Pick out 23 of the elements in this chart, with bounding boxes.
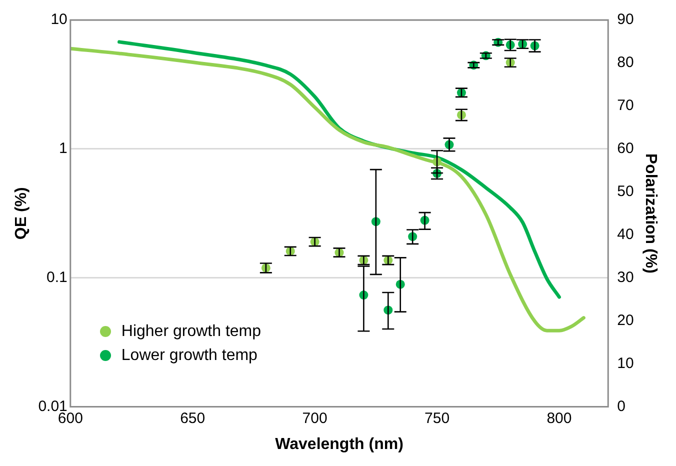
y2-tick-label: 10 xyxy=(617,354,634,372)
y-axis-title: QE (%) xyxy=(13,187,30,240)
y2-tick-label: 40 xyxy=(617,226,634,244)
y2-tick-label: 30 xyxy=(617,269,634,286)
x-tick-label: 650 xyxy=(180,410,206,427)
y-tick-label: 10 xyxy=(50,11,68,28)
x-tick-label: 700 xyxy=(302,410,328,427)
legend-label: Lower growth temp xyxy=(121,346,258,365)
y2-tick-label: 70 xyxy=(617,97,634,114)
y2-axis-title: Polarization (%) xyxy=(642,153,659,274)
x-tick-label: 600 xyxy=(58,410,83,427)
y-tick-label: 1 xyxy=(59,140,68,158)
x-axis-title: Wavelength (nm) xyxy=(275,436,404,453)
legend-label: Higher growth temp xyxy=(121,322,262,341)
x-tick-label: 750 xyxy=(424,410,450,427)
y2-tick-label: 80 xyxy=(617,54,634,72)
y2-tick-label: 60 xyxy=(617,140,634,158)
y-tick-label: 0.1 xyxy=(46,269,68,286)
x-tick-label: 800 xyxy=(546,410,572,427)
y2-tick-label: 50 xyxy=(617,183,634,200)
y2-tick-label: 90 xyxy=(617,11,634,28)
y2-tick-label: 20 xyxy=(617,312,634,329)
y2-tick-label: 0 xyxy=(617,398,626,415)
